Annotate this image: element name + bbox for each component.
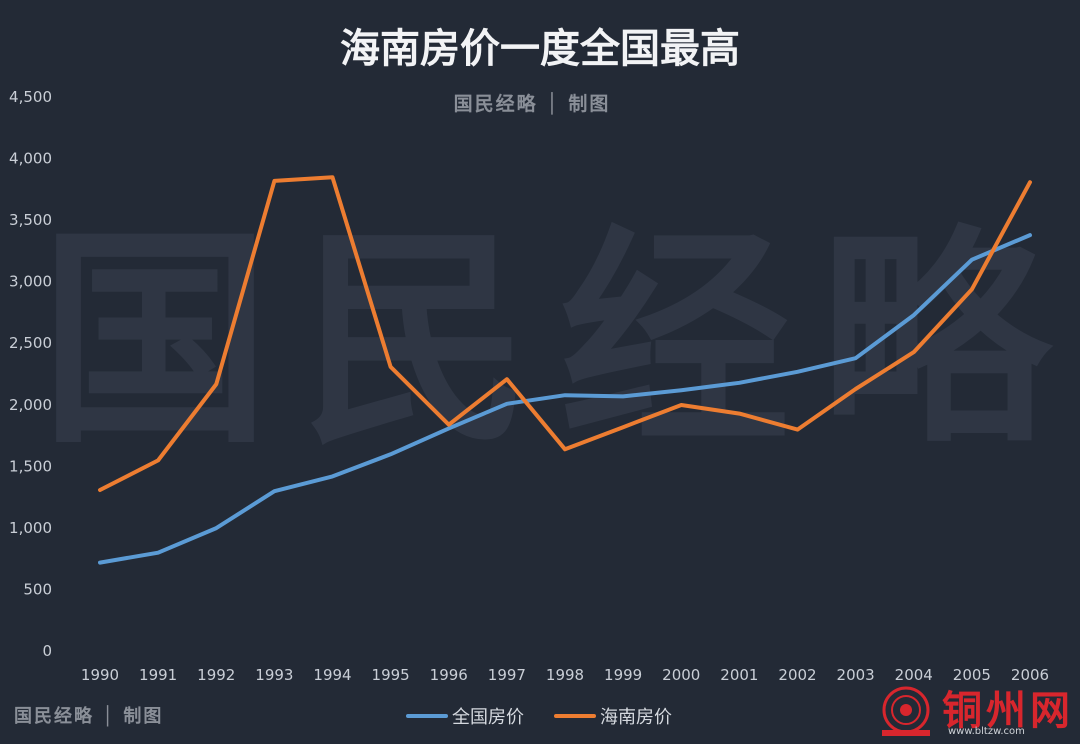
y-tick-label: 1,000 [9,519,52,537]
y-tick-label: 1,500 [9,457,52,475]
y-tick-label: 0 [42,642,52,660]
chart-credit: 国民经略 │ 制图 [454,92,611,115]
chart-title: 海南房价一度全国最高 [340,26,740,72]
x-tick-label: 1992 [197,666,235,684]
x-tick-label: 1990 [81,666,119,684]
x-tick-label: 1995 [372,666,410,684]
x-axis: 1990 1991 1992 1993 1994 1995 1996 1997 1998 1999… [81,666,1049,684]
footer-credit: 国民经略 │ 制图 [14,706,164,727]
site-url: www.bltzw.com [948,726,1025,737]
x-tick-label: 2003 [837,666,875,684]
legend: 全国房价 海南房价 [406,707,672,728]
x-tick-label: 1999 [604,666,642,684]
x-tick-label: 2004 [895,666,933,684]
x-tick-label: 2000 [662,666,700,684]
y-tick-label: 2,000 [9,396,52,414]
x-tick-label: 1994 [313,666,351,684]
site-logo: 铜州网 www.bltzw.com [878,682,1074,742]
y-tick-label: 3,000 [9,273,52,291]
x-tick-label: 1997 [488,666,526,684]
y-tick-label: 2,500 [9,334,52,352]
seal-icon [882,686,930,736]
x-tick-label: 1996 [430,666,468,684]
x-tick-label: 1991 [139,666,177,684]
x-tick-label: 2001 [720,666,758,684]
series-layer [98,175,1032,565]
x-tick-label: 2005 [953,666,991,684]
y-tick-label: 4,000 [9,150,52,168]
legend-label-national: 全国房价 [452,707,524,728]
y-axis: 0 500 1,000 1,500 2,000 2,500 3,000 3,500 4,000 4… [9,88,52,660]
x-tick-label: 1998 [546,666,584,684]
x-tick-label: 1993 [255,666,293,684]
site-name: 铜州网 [942,687,1074,734]
y-tick-label: 4,500 [9,88,52,106]
y-tick-label: 3,500 [9,211,52,229]
legend-label-hainan: 海南房价 [600,707,672,728]
x-tick-label: 2006 [1011,666,1049,684]
y-tick-label: 500 [23,580,52,598]
x-tick-label: 2002 [778,666,816,684]
